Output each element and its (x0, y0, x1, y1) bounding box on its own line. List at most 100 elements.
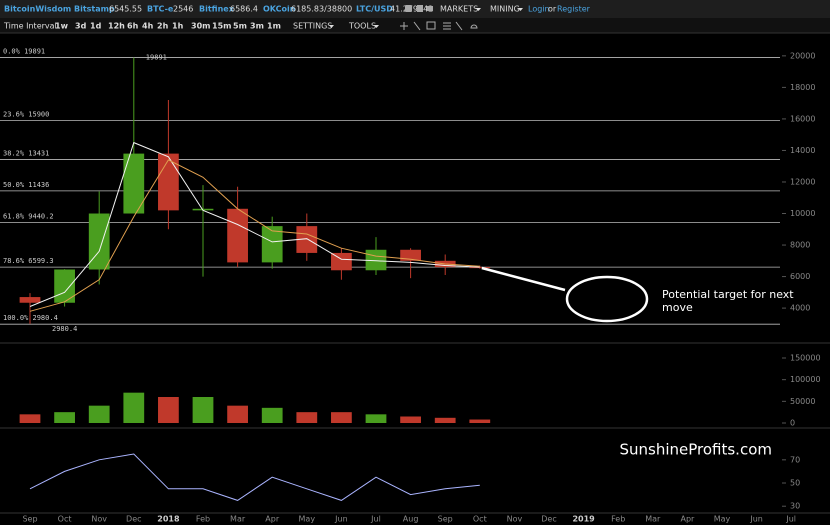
x-tick-label: Feb (196, 515, 210, 524)
interval[interactable]: 30m (191, 22, 210, 31)
interval[interactable]: 1m (267, 22, 281, 31)
candle-body (469, 267, 491, 269)
y-tick-label: 10000 (790, 209, 815, 218)
x-tick-label: Dec (541, 515, 556, 524)
fib-label: 38.2% 13431 (3, 149, 49, 157)
interval[interactable]: 15m (212, 22, 231, 31)
y-tick-label: 150000 (790, 354, 821, 363)
volume-bar (54, 412, 75, 423)
x-tick-label: Sep (22, 515, 37, 524)
ticker-name[interactable]: Bitfinex (199, 5, 235, 14)
volume-bar (158, 397, 179, 423)
ticker-name[interactable]: OKCoin (263, 5, 296, 14)
line (29, 453, 480, 501)
line (29, 159, 480, 312)
ticker-name[interactable]: BTC-e (147, 5, 174, 14)
volume-bar (88, 405, 110, 423)
y-tick-label: 50000 (790, 397, 815, 406)
y-tick-label: 6000 (790, 272, 810, 281)
x-tick-label: Jul (370, 515, 381, 524)
volume-bar (296, 412, 318, 423)
target-note: Potential target for next move (662, 288, 794, 314)
x-tick-label: Oct (58, 515, 72, 524)
interval[interactable]: 3m (250, 22, 264, 31)
interval[interactable]: 1h (172, 22, 184, 31)
interval[interactable]: 12h (108, 22, 125, 31)
caret (374, 25, 379, 28)
caret (518, 8, 523, 11)
ticker-price: 2546 (173, 5, 193, 14)
x-tick-label: Aug (403, 515, 419, 524)
register[interactable]: Register (557, 5, 591, 14)
interval[interactable]: 6h (127, 22, 139, 31)
candle-body (88, 213, 110, 270)
menu[interactable]: TOOLS (348, 22, 376, 31)
candle-body (400, 249, 421, 261)
x-tick-label: Apr (680, 515, 695, 524)
watermark: SunshineProfits.com (619, 441, 772, 459)
interval[interactable]: 1w (55, 22, 69, 31)
menu[interactable]: SETTINGS (293, 22, 332, 31)
ticker-name[interactable]: LTC/USD (356, 5, 393, 14)
candle-body (158, 153, 179, 211)
interval[interactable]: 1d (90, 22, 102, 31)
toolbar (0, 18, 830, 33)
menu[interactable]: MARKETS (440, 5, 478, 14)
candle-body (296, 226, 318, 253)
annotation: 2980.4 (52, 325, 77, 333)
line (29, 141, 480, 307)
volume-bar (123, 392, 145, 423)
y-tick-label: 4000 (790, 304, 810, 313)
fib-label: 50.0% 11436 (3, 181, 49, 189)
tool-icons[interactable] (400, 21, 478, 31)
y-tick-label: 20000 (790, 51, 815, 60)
interval-label: Time Interval: (3, 22, 59, 31)
y-tick-label: 70 (790, 455, 800, 464)
interval[interactable]: 2h (157, 22, 169, 31)
y-tick-label: 100000 (790, 375, 821, 384)
target-ellipse (565, 275, 649, 323)
candle-body (227, 208, 248, 263)
x-tick-label: Nov (507, 515, 523, 524)
y-tick-label: 14000 (790, 146, 815, 155)
volume-bar (227, 405, 248, 423)
top-bar (0, 0, 830, 18)
x-tick-label: Mar (645, 515, 661, 524)
candle-body (331, 252, 352, 271)
interval[interactable]: 3d (75, 22, 87, 31)
y-tick-label: 30 (790, 502, 800, 511)
x-tick-label: Dec (126, 515, 141, 524)
brand[interactable]: BitcoinWisdom (4, 5, 71, 14)
icons[interactable] (405, 5, 433, 12)
login[interactable]: Login (528, 5, 550, 14)
y-tick-label: 8000 (790, 241, 810, 250)
interval[interactable]: 4h (142, 22, 154, 31)
x-tick-label: 2019 (572, 515, 595, 524)
candle-body (19, 297, 41, 303)
caret (476, 8, 481, 11)
menu[interactable]: MINING (490, 5, 520, 14)
y-tick-label: 0 (790, 419, 795, 428)
x-tick-label: Mar (230, 515, 246, 524)
fib-label: 61.8% 9440.2 (3, 212, 54, 220)
volume-bar (261, 407, 283, 423)
x-tick-label: Sep (438, 515, 453, 524)
y-tick-label: 12000 (790, 177, 815, 186)
x-tick-label: Jun (334, 515, 348, 524)
x-tick-label: May (299, 515, 316, 524)
volume-bar (19, 414, 41, 423)
candle-body (123, 153, 145, 214)
x-tick-label: Jul (785, 515, 796, 524)
y-tick-label: 16000 (790, 114, 815, 123)
volume-bar (192, 397, 214, 423)
ticker-price: 6185.83/38800 (291, 5, 352, 14)
x-tick-label: 2018 (157, 515, 180, 524)
interval[interactable]: 5m (233, 22, 247, 31)
y-tick-label: 50 (790, 479, 800, 488)
ticker-name[interactable]: Bitstamp (74, 5, 115, 14)
candle-body (54, 269, 75, 303)
x-tick-label: May (714, 515, 731, 524)
or: or (548, 5, 557, 14)
x-tick-label: Jun (749, 515, 763, 524)
